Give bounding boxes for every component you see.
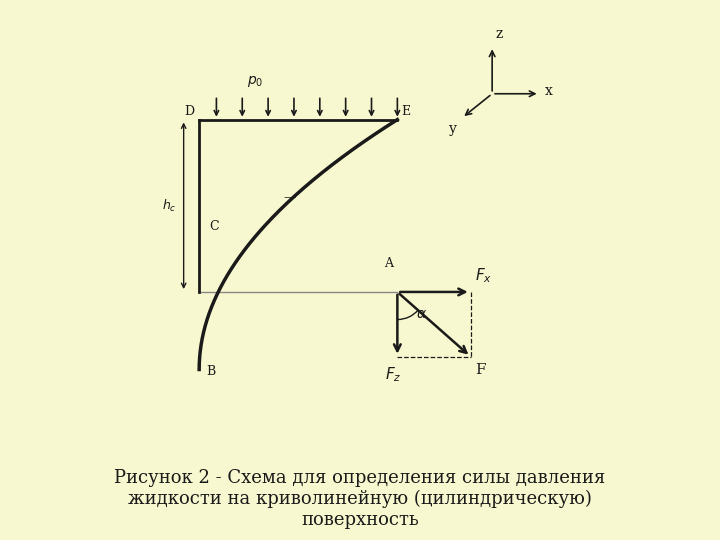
Text: $p_0$: $p_0$ [247,73,264,89]
Text: Рисунок 2 - Схема для определения силы давления
жидкости на криволинейную (цилин: Рисунок 2 - Схема для определения силы д… [114,469,606,529]
Text: y: y [449,122,456,136]
Text: x: x [545,84,552,98]
Text: $F_z$: $F_z$ [384,365,401,384]
Text: B: B [206,365,215,378]
Text: $\alpha$: $\alpha$ [416,307,427,321]
Text: E: E [401,105,410,118]
Text: A: A [384,258,393,271]
Text: —: — [284,191,296,204]
Text: F: F [475,363,485,377]
Text: C: C [210,220,219,233]
Text: $h_c$: $h_c$ [162,198,177,214]
Text: $F_x$: $F_x$ [475,266,492,285]
Text: D: D [185,105,195,118]
Text: z: z [495,27,503,41]
